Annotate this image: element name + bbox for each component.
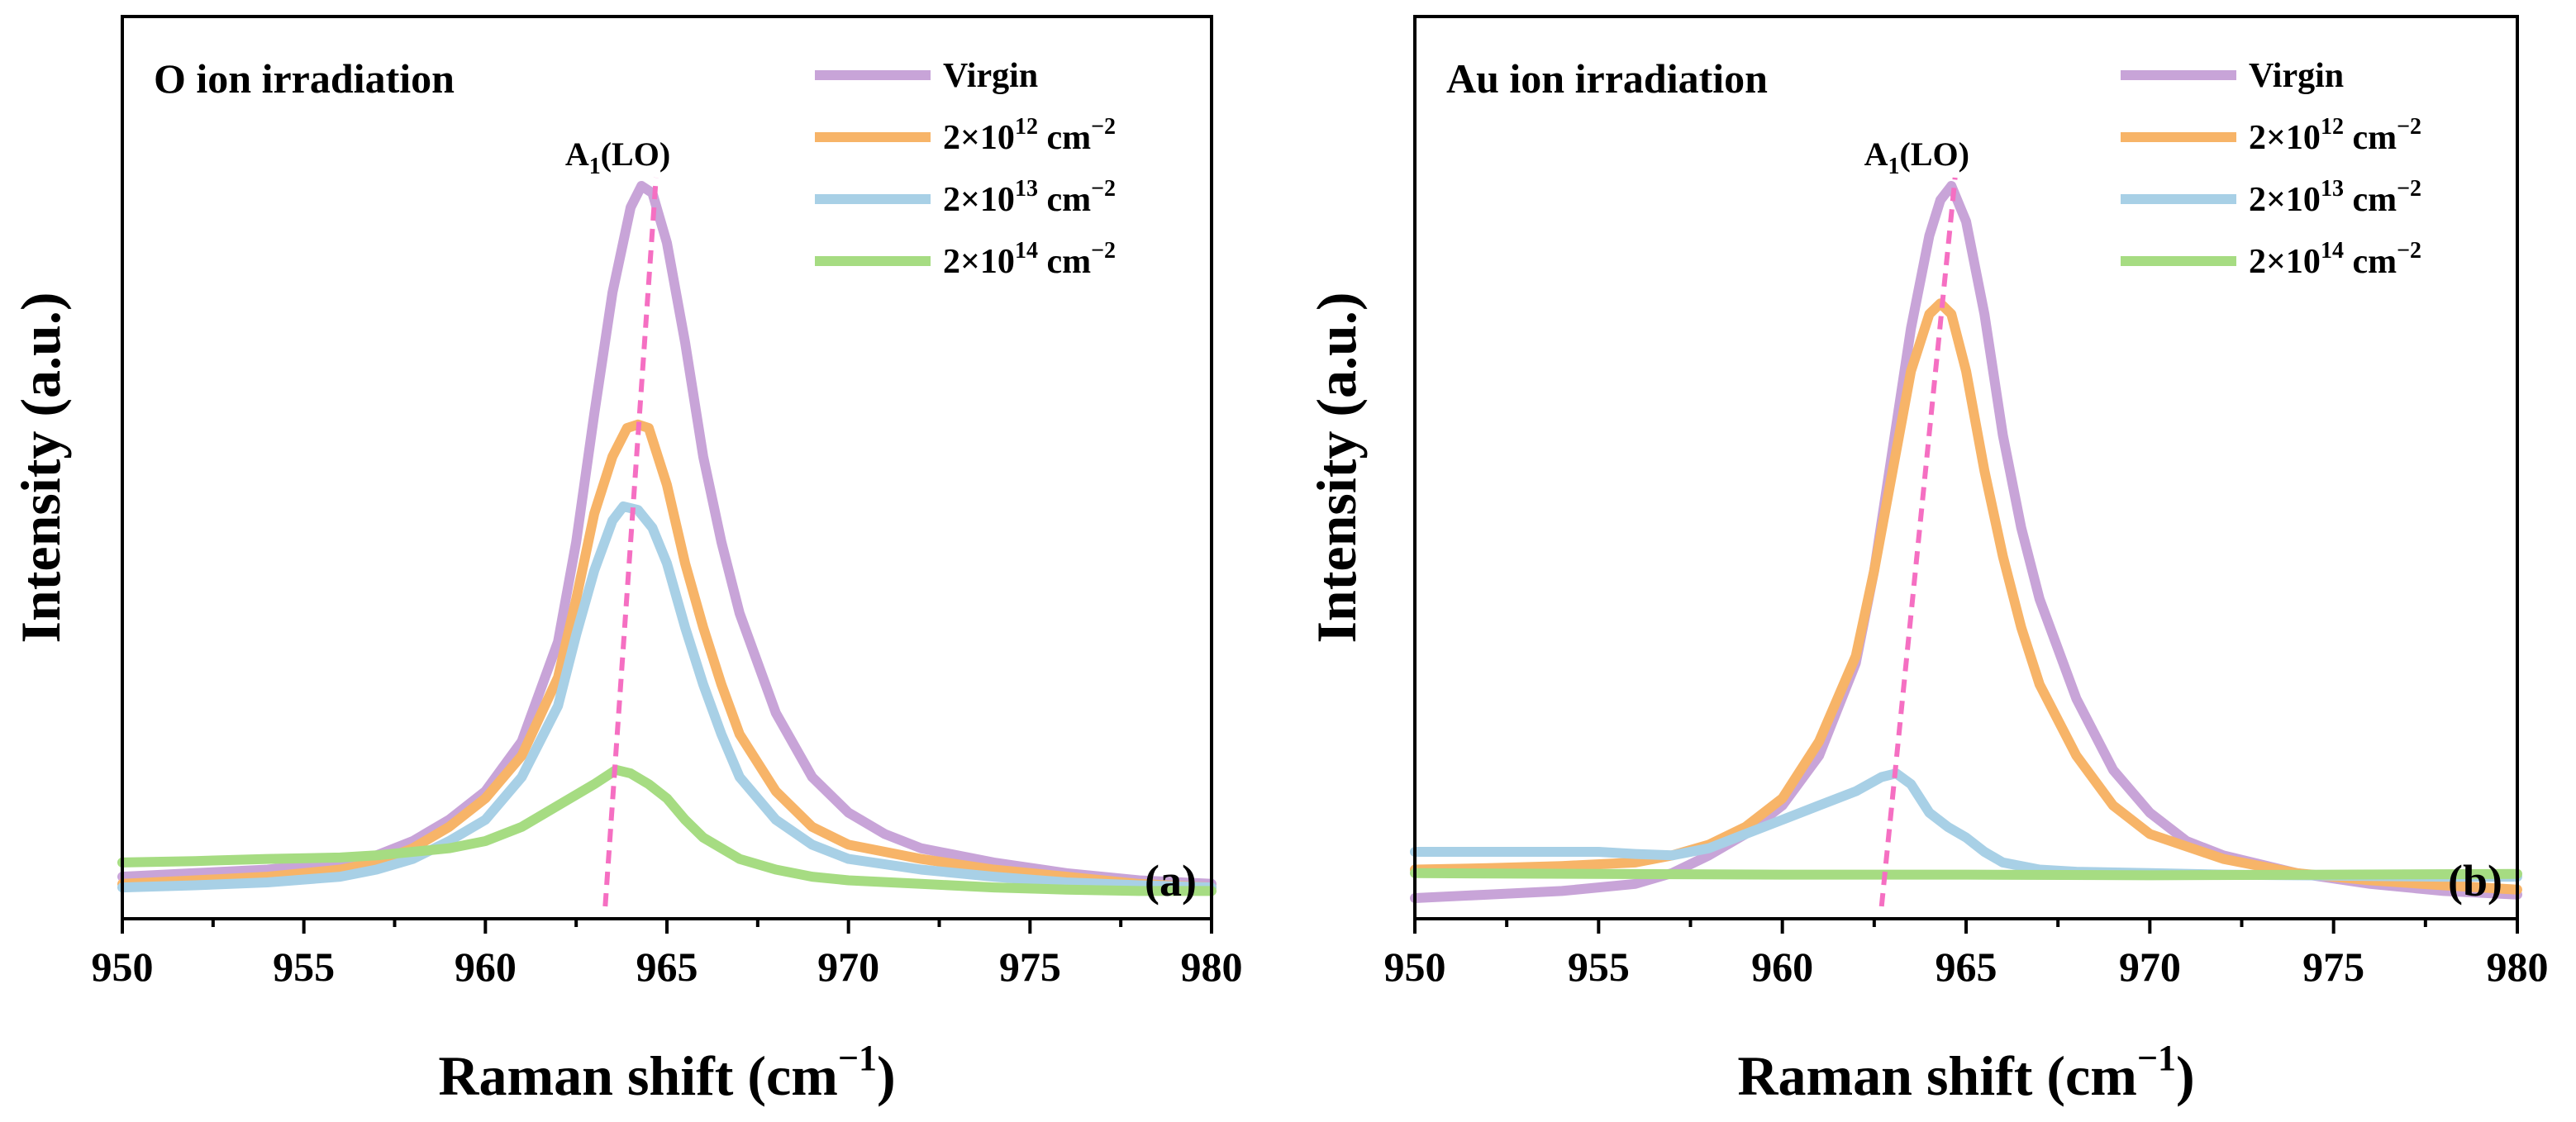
x-tick-label: 980 [1181, 944, 1243, 990]
x-tick-label: 950 [1384, 944, 1446, 990]
x-tick-label: 980 [2487, 944, 2549, 990]
legend-item: 2×1012 cm−2 [2121, 114, 2421, 157]
legend-label: 2×1013 cm−2 [2249, 176, 2421, 219]
x-tick-label: 950 [92, 944, 154, 990]
x-tick-label: 970 [2119, 944, 2181, 990]
peak-annotation: A1(LO) [565, 135, 670, 179]
x-tick-label: 960 [455, 944, 517, 990]
legend-item: 2×1013 cm−2 [815, 176, 1116, 219]
legend-label: Virgin [2249, 57, 2344, 95]
panel-label: (b) [2448, 856, 2502, 906]
peak-guide-line [1878, 177, 1958, 907]
series-line-14 [117, 764, 1217, 896]
series-line-virgin [117, 181, 1217, 889]
legend-label: 2×1012 cm−2 [943, 114, 1116, 157]
legend-item: 2×1014 cm−2 [2121, 238, 2421, 281]
legend-item: 2×1012 cm−2 [815, 114, 1116, 157]
series-line-14 [1410, 868, 2522, 881]
series-line-13 [117, 501, 1217, 893]
series-line-12 [117, 419, 1217, 893]
chart-title: O ion irradiation [154, 55, 455, 102]
legend-item: Virgin [2121, 57, 2344, 95]
x-tick-label: 965 [1936, 944, 1997, 990]
x-axis-label: Raman shift (cm−1) [438, 1038, 895, 1107]
legend-item: 2×1014 cm−2 [815, 238, 1116, 281]
x-tick-label: 970 [817, 944, 879, 990]
x-tick-label: 965 [636, 944, 698, 990]
y-axis-label: Intensity (a.u.) [9, 292, 72, 643]
x-tick-label: 975 [2302, 944, 2364, 990]
legend-label: 2×1013 cm−2 [943, 176, 1116, 219]
peak-annotation: A1(LO) [1864, 135, 1969, 179]
chart-title: Au ion irradiation [1446, 55, 1768, 102]
chart-panel-b: A1(LO) 950 955 960 965 970 975 980 Au ion irradi… [1305, 15, 2549, 1107]
legend-item: 2×1013 cm−2 [2121, 176, 2421, 219]
series-line-virgin [1410, 181, 2522, 903]
x-tick-label: 955 [273, 944, 335, 990]
legend-item: Virgin [815, 57, 1038, 95]
legend-label: 2×1014 cm−2 [2249, 238, 2421, 281]
legend-label: 2×1012 cm−2 [2249, 114, 2421, 157]
x-tick-label: 975 [999, 944, 1061, 990]
legend-label: 2×1014 cm−2 [943, 238, 1116, 281]
x-tick-label: 960 [1751, 944, 1813, 990]
x-tick-label: 955 [1568, 944, 1630, 990]
x-axis-label: Raman shift (cm−1) [1737, 1038, 2194, 1107]
peak-guide-line [602, 177, 659, 907]
y-axis-label: Intensity (a.u.) [1305, 292, 1368, 643]
panel-label: (a) [1145, 856, 1197, 906]
chart-panel-a: A1(LO) 950 955 960 965 970 975 980 O ion irradia… [9, 15, 1243, 1107]
series-line-12 [1410, 298, 2522, 895]
legend-label: Virgin [943, 57, 1038, 95]
